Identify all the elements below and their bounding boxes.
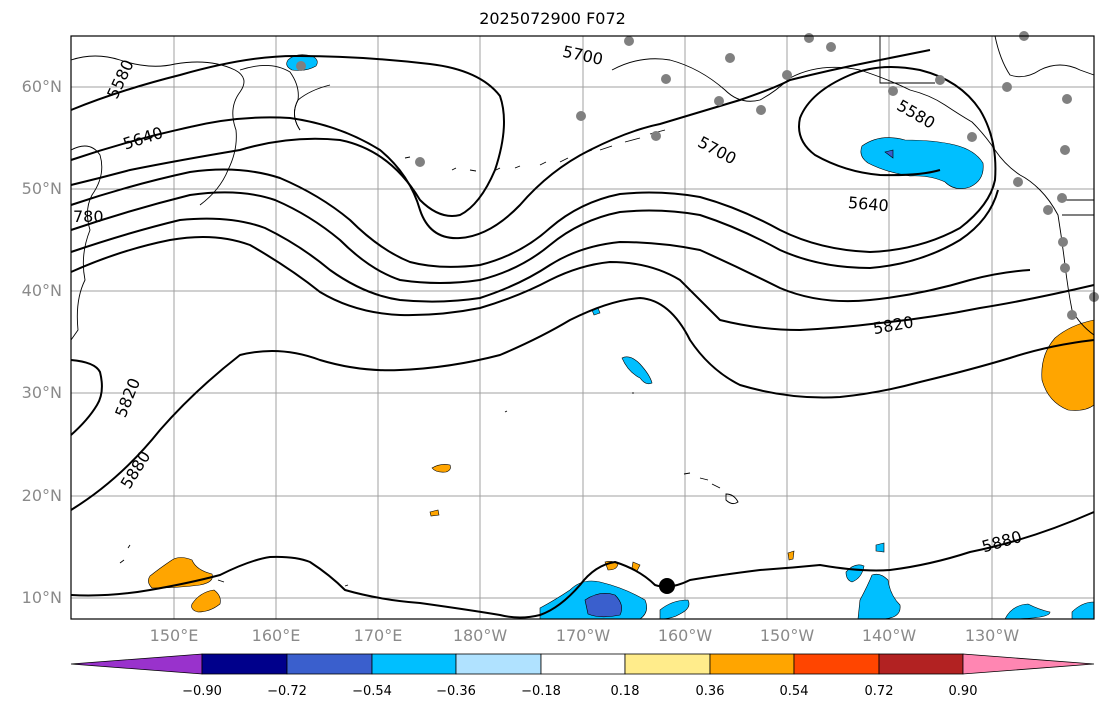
map-title: 2025072900 F072 — [479, 9, 626, 28]
colorbar — [70, 653, 1095, 675]
lon-label-180w: 180°W — [452, 626, 508, 645]
colorbar-cell-2 — [286, 653, 373, 675]
lon-label-130w: 130°W — [964, 626, 1020, 645]
colorbar-tick-label: −0.72 — [267, 684, 307, 699]
colorbar-tick-label: −0.54 — [352, 684, 392, 699]
lat-label-10n: 10°N — [21, 588, 62, 607]
lon-label-150e: 150°E — [149, 626, 199, 645]
lon-label-160w: 160°W — [657, 626, 713, 645]
colorbar-tick-label: 0.54 — [779, 684, 809, 699]
colorbar-cell-3 — [371, 653, 457, 675]
colorbar-cell-10 — [962, 653, 1095, 675]
colorbar-cell-9 — [878, 653, 964, 675]
lon-label-160e: 160°E — [251, 626, 301, 645]
lat-label-60n: 60°N — [21, 77, 62, 96]
colorbar-cell-8 — [793, 653, 880, 675]
contour-label-5640-east: 5640 — [847, 193, 889, 215]
colorbar-cell-1 — [201, 653, 288, 675]
lon-label-140w: 140°W — [861, 626, 917, 645]
colorbar-cell-7 — [709, 653, 795, 675]
coastlines — [70, 35, 1095, 587]
lat-label-20n: 20°N — [21, 486, 62, 505]
colorbar-tick-label: −0.36 — [436, 684, 476, 699]
lon-label-170w: 170°W — [555, 626, 611, 645]
station-markers — [296, 31, 1099, 320]
lat-label-50n: 50°N — [21, 179, 62, 198]
colorbar-tick-label: 0.72 — [864, 684, 894, 699]
colorbar-tick-label: 0.36 — [695, 684, 725, 699]
colorbar-tick-label: 0.90 — [948, 684, 978, 699]
lat-label-40n: 40°N — [21, 281, 62, 300]
colorbar-tick-label: 0.18 — [610, 684, 640, 699]
lon-label-150w: 150°W — [759, 626, 815, 645]
lon-label-170e: 170°E — [353, 626, 403, 645]
colorbar-tick-label: −0.90 — [182, 684, 222, 699]
colorbar-cell-4 — [455, 653, 542, 675]
contour-label-clipped: 780 — [73, 207, 104, 226]
height-contours — [70, 49, 1095, 619]
map-frame — [70, 35, 1095, 620]
lat-label-30n: 30°N — [21, 383, 62, 402]
colorbar-cell-0 — [70, 653, 203, 675]
colorbar-cell-5 — [540, 653, 626, 675]
storm-center-marker — [659, 578, 675, 594]
colorbar-cell-6 — [624, 653, 711, 675]
colorbar-tick-label: −0.18 — [521, 684, 561, 699]
